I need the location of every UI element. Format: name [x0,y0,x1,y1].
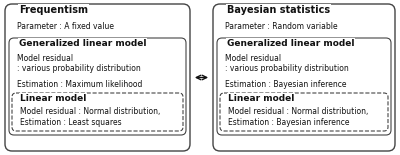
Text: Estimation : Maximum likelihood: Estimation : Maximum likelihood [17,80,142,89]
Text: : various probability distribution: : various probability distribution [225,64,349,73]
FancyBboxPatch shape [217,38,391,135]
Text: Model residual : Normal distribution,: Model residual : Normal distribution, [20,107,160,116]
Text: Generalized linear model: Generalized linear model [19,39,146,48]
FancyBboxPatch shape [213,4,395,151]
Text: : various probability distribution: : various probability distribution [17,64,141,73]
Text: Model residual: Model residual [17,54,73,63]
FancyBboxPatch shape [220,93,388,131]
Text: Bayesian statistics: Bayesian statistics [227,5,330,15]
Text: Linear model: Linear model [228,94,294,103]
Text: Model residual : Normal distribution,: Model residual : Normal distribution, [228,107,368,116]
Text: Estimation : Least squares: Estimation : Least squares [20,118,122,127]
Text: Estimation : Bayesian inference: Estimation : Bayesian inference [225,80,346,89]
Text: Model residual: Model residual [225,54,281,63]
Text: Frequentism: Frequentism [19,5,88,15]
Text: Linear model: Linear model [20,94,86,103]
Text: Estimation : Bayesian inference: Estimation : Bayesian inference [228,118,350,127]
FancyBboxPatch shape [9,38,186,135]
FancyBboxPatch shape [12,93,183,131]
FancyBboxPatch shape [5,4,190,151]
Text: Generalized linear model: Generalized linear model [227,39,354,48]
Text: Parameter : Random variable: Parameter : Random variable [225,22,338,31]
Text: Parameter : A fixed value: Parameter : A fixed value [17,22,114,31]
